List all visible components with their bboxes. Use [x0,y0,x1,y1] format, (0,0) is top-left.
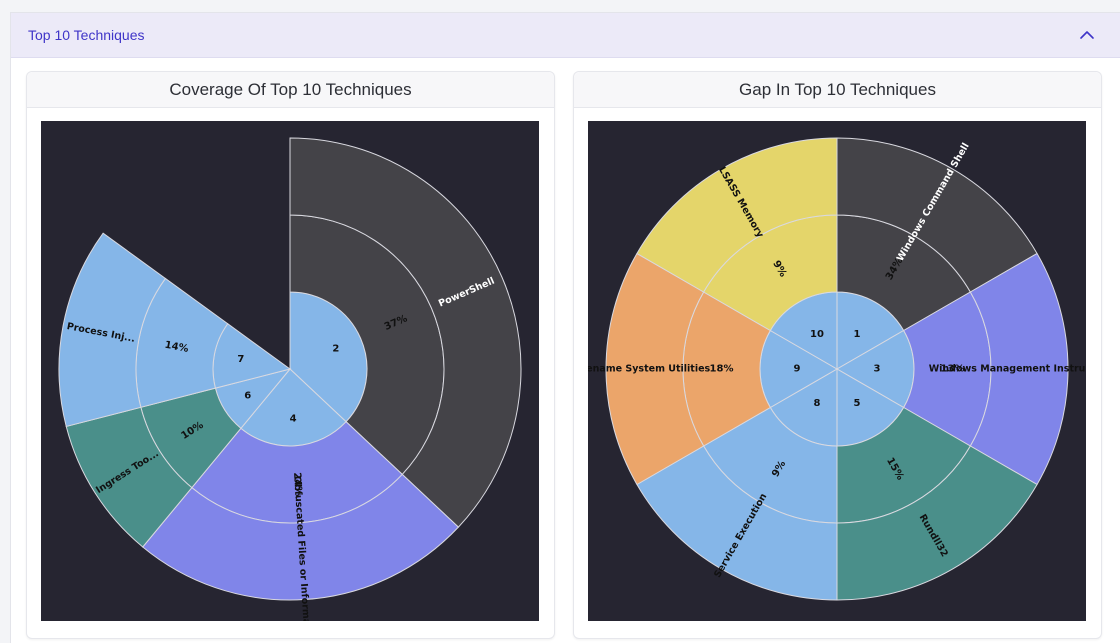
gap-id-label-0: 1 [854,329,861,340]
gap-id-label-2: 5 [854,398,861,409]
chevron-up-icon [1080,31,1094,39]
gap-technique-slice-5[interactable] [636,137,838,293]
gap-technique-label-1: Windows Management Instrumenta... [929,364,1086,375]
gap-id-label-4: 9 [794,364,801,375]
coverage-id-label-0: 2 [332,344,339,355]
coverage-percent-label-3: 14% [164,340,190,355]
section-title: Top 10 Techniques [28,27,145,43]
gap-id-label-1: 3 [874,364,881,375]
gap-chart: 1 3 5 8 9 10 34% 13% 15% 9% 18% 9% Windows Command S… [588,121,1086,621]
coverage-percent-label-1: 24% [291,472,303,497]
gap-percent-label-4: 18% [710,364,734,375]
section-header[interactable]: Top 10 Techniques [11,13,1120,58]
coverage-id-label-2: 6 [244,390,251,401]
coverage-chart: 2 4 6 7 37% 24% 10% 14% PowerShell Obfuscated Fil… [41,121,539,621]
gap-percent-label-1: 13% [941,364,965,375]
coverage-card-title: Coverage Of Top 10 Techniques [169,80,412,99]
coverage-id-label-3: 7 [237,354,244,365]
coverage-technique-slice-0[interactable] [289,137,522,528]
coverage-card-header: Coverage Of Top 10 Techniques [27,72,554,108]
coverage-card: Coverage Of Top 10 Techniques 2 4 6 7 37% 24%… [26,71,555,639]
gap-card: Gap In Top 10 Techniques 1 3 5 8 9 10 34% 13% 15… [573,71,1102,639]
coverage-technique-slice-3[interactable] [58,232,167,428]
gap-technique-label-4: Rename System Utilities [588,364,711,375]
gap-card-header: Gap In Top 10 Techniques [574,72,1101,108]
gap-id-label-3: 8 [814,398,821,409]
coverage-technique-slice-1[interactable] [142,473,460,601]
coverage-id-label-1: 4 [290,413,297,424]
gap-card-title: Gap In Top 10 Techniques [739,80,936,99]
top-techniques-section: Top 10 Techniques Coverage Of Top 10 Tec… [10,12,1120,643]
collapse-button[interactable] [1073,21,1101,49]
gap-id-label-5: 10 [810,329,824,340]
